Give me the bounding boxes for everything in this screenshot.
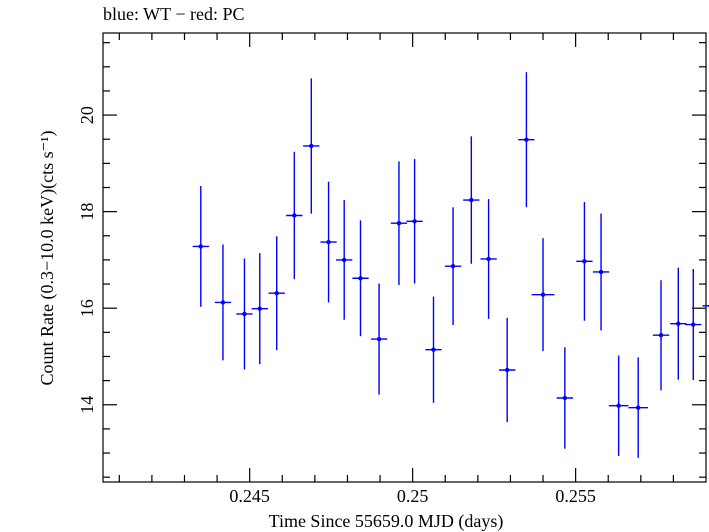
- y-axis-label: Count Rate (0.3−10.0 keV)(cts s⁻¹): [37, 130, 58, 385]
- data-point: [390, 161, 408, 286]
- series-wt: [192, 72, 709, 458]
- y-tick-label: 16: [77, 299, 97, 317]
- chart-header-text: blue: WT − red: PC: [103, 4, 244, 24]
- data-point: [251, 253, 268, 365]
- data-marker: [691, 322, 696, 327]
- data-point: [480, 199, 497, 319]
- data-marker: [504, 367, 510, 373]
- data-point: [320, 181, 337, 303]
- data-marker: [274, 291, 279, 296]
- y-tick-label: 14: [77, 396, 97, 414]
- data-marker: [469, 197, 474, 203]
- data-point: [518, 72, 535, 208]
- data-marker: [198, 244, 203, 249]
- data-point: [628, 357, 648, 458]
- data-marker: [450, 263, 456, 269]
- data-layer: [192, 72, 709, 458]
- plot-frame: [102, 32, 707, 483]
- data-marker: [342, 257, 347, 263]
- data-point: [556, 347, 574, 449]
- data-marker: [326, 239, 331, 245]
- data-point: [352, 220, 369, 337]
- data-point: [685, 269, 702, 381]
- data-marker: [358, 276, 363, 281]
- data-marker: [636, 405, 641, 410]
- data-marker: [598, 269, 604, 275]
- data-point: [192, 186, 209, 307]
- data-marker: [292, 213, 297, 218]
- data-marker: [676, 321, 681, 326]
- data-point: [236, 258, 253, 370]
- data-marker: [486, 256, 491, 262]
- data-marker: [540, 292, 546, 297]
- data-point: [531, 238, 555, 352]
- data-point: [444, 207, 462, 326]
- data-point: [670, 267, 687, 380]
- data-marker: [309, 143, 314, 149]
- data-point: [268, 236, 285, 351]
- data-point: [652, 280, 670, 391]
- ticks-layer: [103, 33, 706, 482]
- data-point: [214, 244, 232, 361]
- data-marker: [257, 306, 262, 311]
- y-tick-label: 20: [77, 106, 97, 124]
- data-marker: [412, 219, 417, 224]
- axes-layer: [102, 32, 707, 483]
- data-marker: [220, 300, 226, 305]
- data-point: [370, 283, 388, 395]
- data-point: [463, 136, 480, 264]
- data-point: [592, 213, 610, 331]
- data-point: [406, 159, 423, 284]
- data-point: [608, 355, 629, 456]
- data-marker: [562, 395, 568, 401]
- data-marker: [396, 221, 402, 226]
- data-point: [303, 78, 320, 214]
- data-point: [499, 317, 516, 423]
- data-point: [425, 296, 442, 403]
- data-marker: [658, 333, 664, 338]
- data-marker: [376, 336, 382, 342]
- data-marker: [582, 259, 587, 264]
- data-point: [286, 151, 303, 280]
- data-point: [576, 201, 593, 321]
- data-marker: [431, 347, 436, 352]
- x-tick-label: 0.25: [397, 486, 429, 506]
- data-marker: [524, 137, 529, 142]
- data-point: [336, 200, 353, 320]
- data-marker: [616, 403, 621, 408]
- x-tick-label: 0.255: [555, 486, 596, 506]
- tick-labels-layer: 0.245 0.25 0.255 14 16 18 20: [77, 106, 596, 506]
- x-tick-label: 0.245: [229, 486, 270, 506]
- y-tick-label: 18: [77, 203, 97, 221]
- x-axis-label: Time Since 55659.0 MJD (days): [269, 511, 504, 532]
- data-marker: [242, 311, 247, 317]
